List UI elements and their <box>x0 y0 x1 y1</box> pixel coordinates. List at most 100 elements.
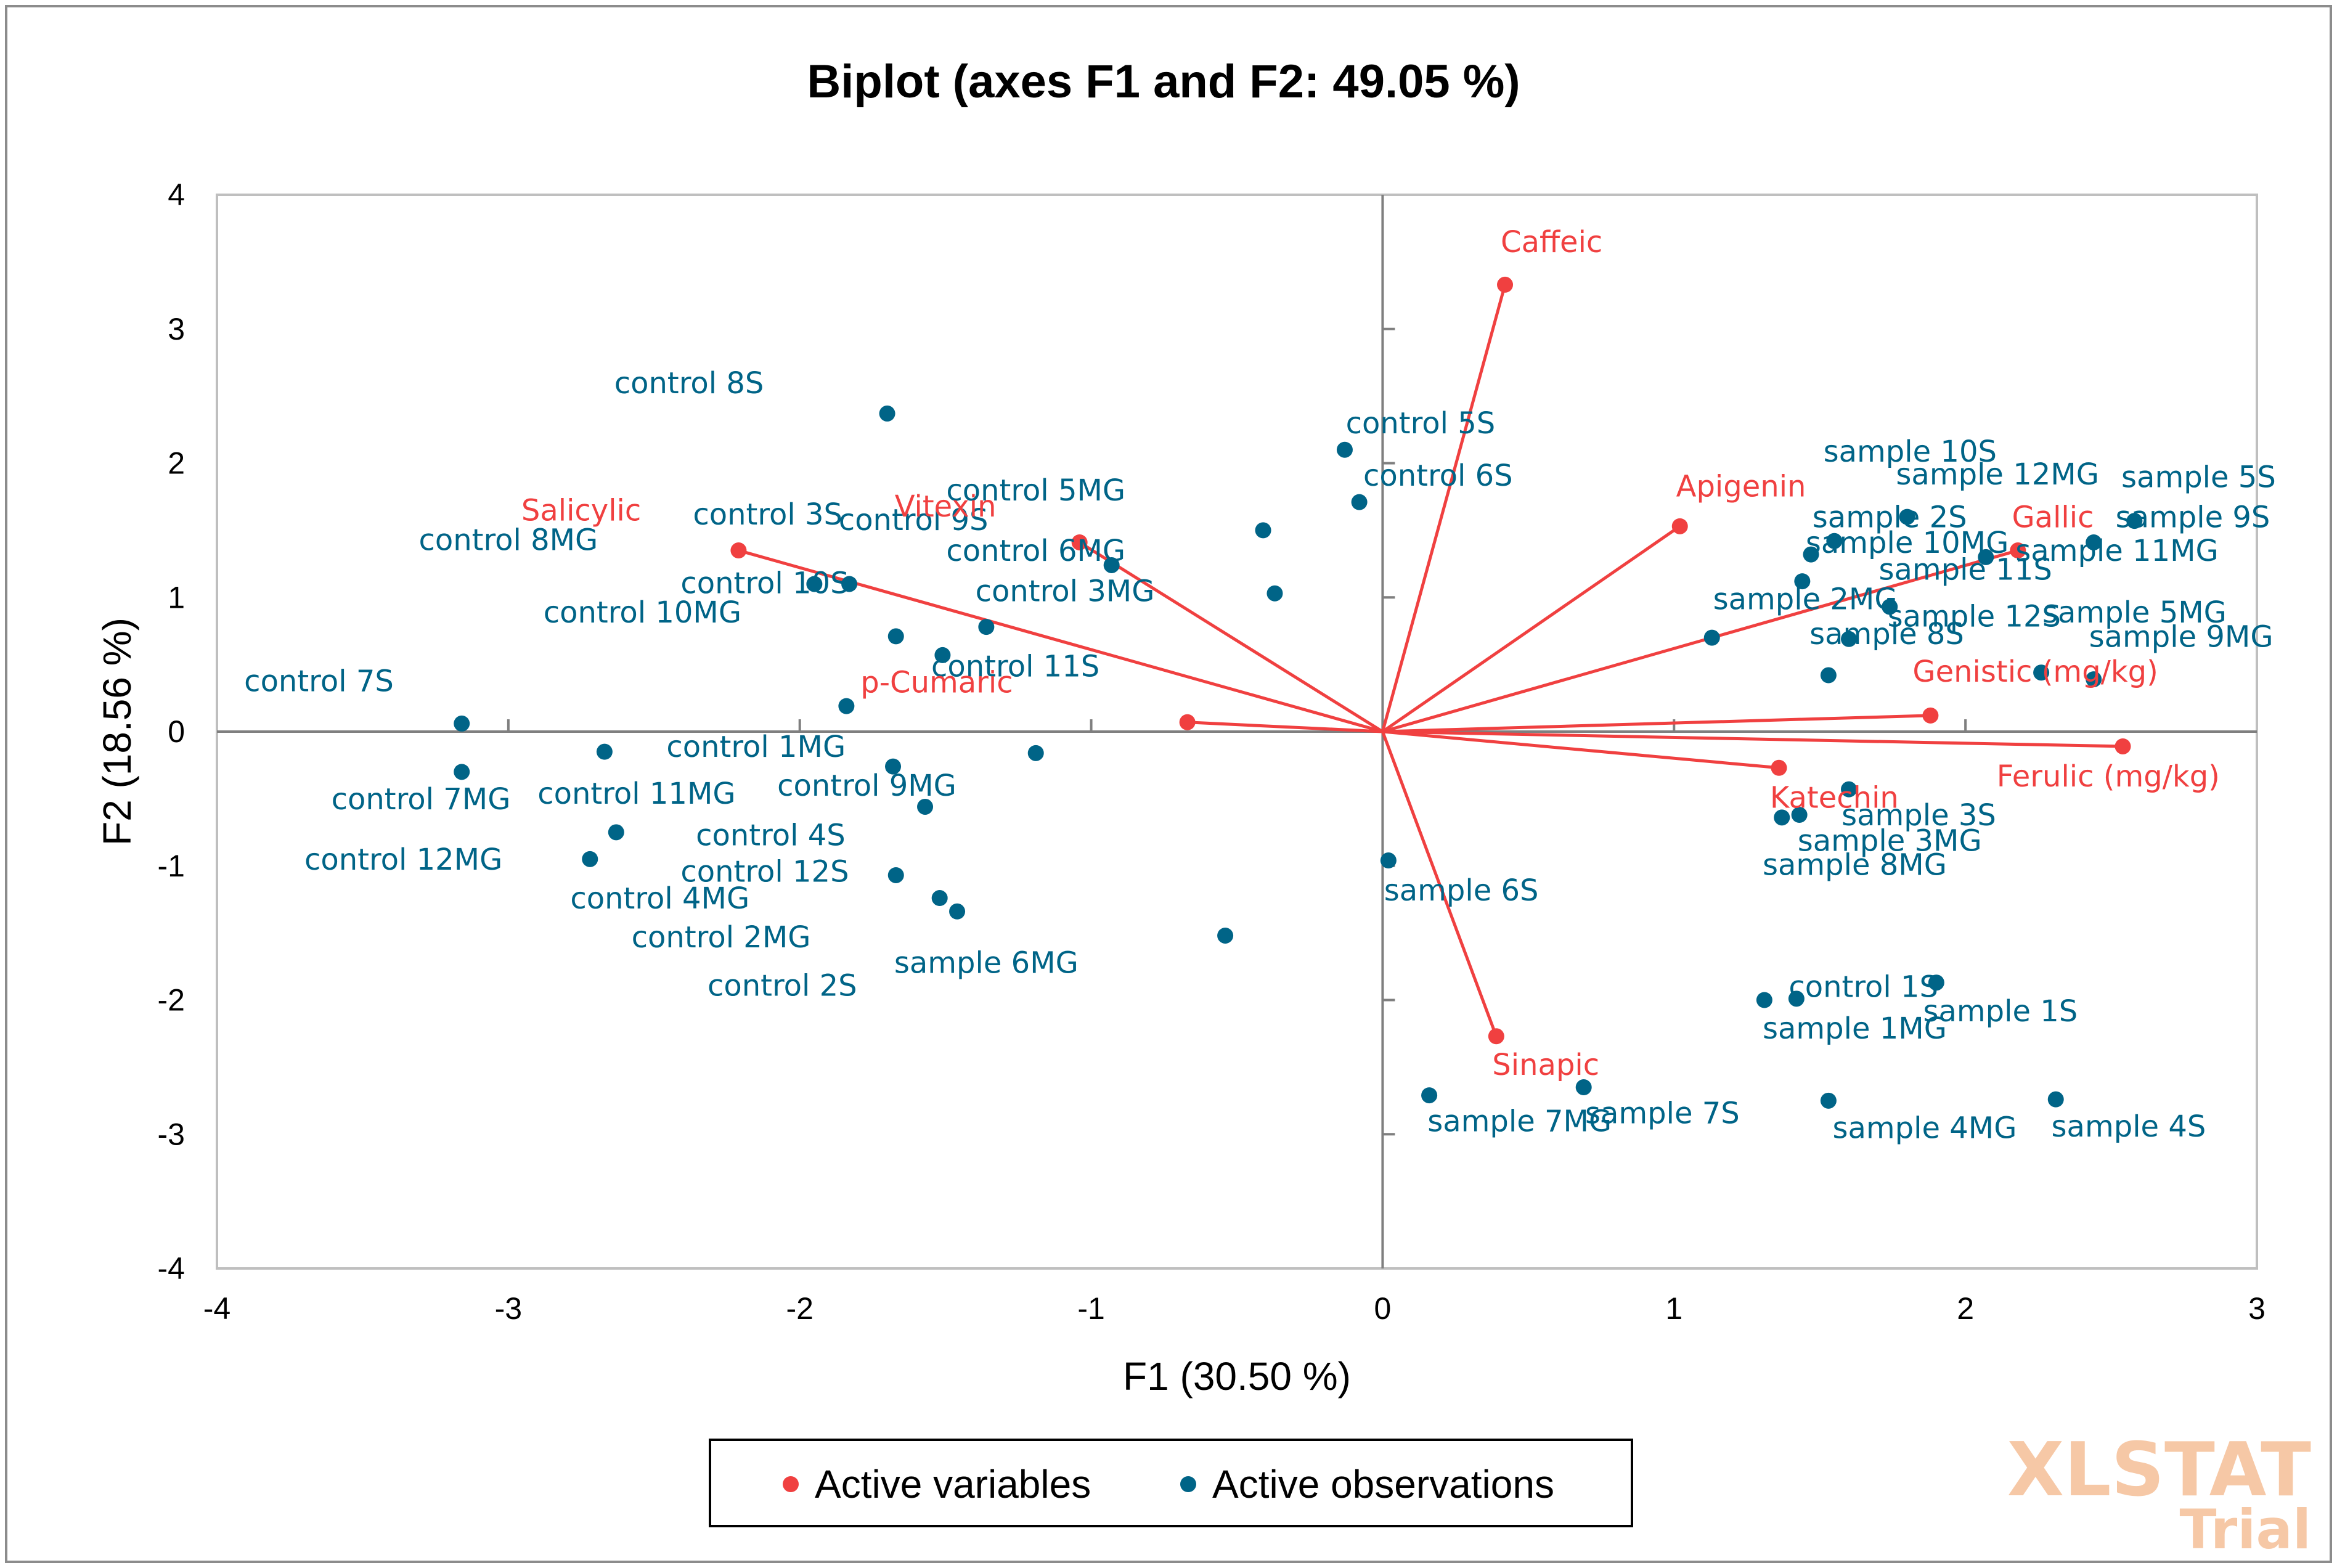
observation-point-control-4s <box>917 798 934 815</box>
variable-point-sinapic <box>1488 1028 1504 1045</box>
observation-point-sample-9mg <box>2086 671 2102 688</box>
observation-point-sample-12mg <box>1826 533 1843 549</box>
observation-label-control-7s: control 7S <box>244 664 394 698</box>
observation-point-control-1s <box>1928 974 1944 991</box>
observation-label-control-4s: control 4S <box>696 819 846 853</box>
observation-point-sample-3mg <box>1791 807 1808 823</box>
observation-label-sample-5mg: sample 5MG <box>2042 595 2227 630</box>
observation-point-control-3mg <box>978 619 995 635</box>
observation-point-control-9s <box>1255 522 1271 539</box>
observation-point-sample-1mg <box>1756 992 1772 1008</box>
observation-label-sample-10s: sample 10S <box>1824 435 1997 469</box>
observation-point-sample-8s <box>1820 667 1837 684</box>
xlstat-trial-watermark: XLSTAT Trial <box>2007 1427 2312 1561</box>
observation-point-control-7mg <box>454 764 470 780</box>
observation-label-control-6s: control 6S <box>1363 459 1513 493</box>
x-axis-label: F1 (30.50 %) <box>1123 1354 1351 1399</box>
y-tick-label: -3 <box>158 1117 185 1151</box>
observation-point-control-8mg <box>841 576 858 592</box>
variable-label-katechin: Katechin <box>1770 781 1899 815</box>
observation-point-sample-5s <box>2126 513 2143 529</box>
observation-point-sample-4s <box>2047 1091 2064 1108</box>
variable-point-salicylic <box>730 542 747 559</box>
observation-label-sample-2mg: sample 2MG <box>1713 582 1898 616</box>
observation-point-control-12s <box>887 867 904 883</box>
variable-vector-gallic <box>1382 549 2018 733</box>
x-tick-label: -2 <box>786 1291 813 1326</box>
observation-label-sample-5s: sample 5S <box>2121 460 2276 494</box>
legend-label-observations: Active observations <box>1212 1462 1554 1506</box>
observation-point-sample-7mg <box>1421 1087 1438 1104</box>
observation-point-control-10s <box>887 628 904 645</box>
observation-label-control-1mg: control 1MG <box>666 730 846 764</box>
chart-title: Biplot (axes F1 and F2: 49.05 %) <box>807 55 1520 108</box>
observation-label-control-3mg: control 3MG <box>976 574 1155 608</box>
observation-points <box>454 276 2143 1109</box>
variable-point-katechin <box>1771 759 1787 776</box>
x-tick-label: -4 <box>203 1291 230 1326</box>
observation-point-sample-9s <box>2086 534 2102 550</box>
legend-marker-variables <box>783 1476 799 1492</box>
legend-label-variables: Active variables <box>815 1462 1091 1506</box>
observation-label-control-12mg: control 12MG <box>304 843 502 877</box>
observation-point-sample-7s <box>1575 1079 1592 1096</box>
x-tick-label: 1 <box>1665 1291 1682 1326</box>
observation-point-control-4mg <box>931 890 948 907</box>
y-tick-label: 3 <box>168 312 185 346</box>
observation-label-sample-6s: sample 6S <box>1384 873 1539 908</box>
observation-point-sample-5mg <box>2033 664 2050 681</box>
variable-label-genistic-mg-kg: Genistic (mg/kg) <box>1912 655 2158 689</box>
variable-label-gallic: Gallic <box>2012 500 2094 535</box>
observation-point-control-8s <box>879 405 895 422</box>
observation-point-control-10mg <box>934 647 951 663</box>
observation-point-sample-4mg <box>1820 1092 1837 1109</box>
tick-labels: -4 -3 -2 -1 0 1 2 3 -4 -3 -2 -1 0 1 2 3 4 <box>158 178 2266 1326</box>
observation-label-sample-8mg: sample 8MG <box>1763 848 1947 883</box>
observation-label-control-10s: control 10S <box>680 566 849 600</box>
observation-point-control-5s <box>1336 441 1353 458</box>
variable-label-ferulic-mg-kg: Ferulic (mg/kg) <box>1997 759 2220 794</box>
observation-point-control-7s <box>454 715 470 732</box>
y-tick-label: -4 <box>158 1251 185 1286</box>
y-tick-label: -1 <box>158 849 185 883</box>
y-tick-label: 2 <box>168 446 185 481</box>
legend-marker-observations <box>1180 1476 1196 1492</box>
observation-point-sample-11s <box>1794 573 1811 590</box>
observation-label-control-9mg: control 9MG <box>777 769 956 803</box>
observation-label-sample-1s: sample 1S <box>1923 994 2078 1029</box>
variable-label-caffeic: Caffeic <box>1501 225 1602 259</box>
watermark-xlstat: XLSTAT <box>2007 1427 2312 1513</box>
variable-vectors <box>738 284 2123 1037</box>
observation-point-control-11s <box>838 698 855 714</box>
variable-point-gallic <box>2010 542 2026 559</box>
observation-point-control-1mg <box>596 743 613 760</box>
observation-label-sample-8s: sample 8S <box>1809 617 1964 651</box>
observation-label-sample-3mg: sample 3MG <box>1798 823 1982 858</box>
variable-label-salicylic: Salicylic <box>521 494 641 528</box>
variable-vector-vitexin <box>1079 541 1384 733</box>
x-tick-label: 2 <box>1957 1291 1974 1326</box>
observation-point-control-6mg <box>1266 585 1283 602</box>
observation-label-control-5s: control 5S <box>1346 406 1496 441</box>
observation-label-control-2s: control 2S <box>708 969 857 1003</box>
observation-point-sample-2mg <box>1882 598 1898 615</box>
observation-label-sample-9mg: sample 9MG <box>2089 619 2274 654</box>
variable-label-sinapic: Sinapic <box>1492 1048 1599 1082</box>
observation-label-sample-9s: sample 9S <box>2116 500 2270 535</box>
variable-vector-p-cumaric <box>1187 721 1383 733</box>
observation-label-sample-11mg: sample 11MG <box>2015 534 2218 568</box>
observation-point-sample-6mg <box>1217 927 1234 944</box>
observation-label-control-11mg: control 11MG <box>537 777 735 811</box>
variable-point-ferulic-mg-kg <box>2115 738 2131 754</box>
observation-point-control-6s <box>1351 494 1368 510</box>
variable-point-genistic-mg-kg <box>1922 707 1939 724</box>
observation-point-sample-12s <box>1841 631 1857 647</box>
observation-label-control-7mg: control 7MG <box>332 782 511 817</box>
legend-box <box>709 1439 1633 1527</box>
observation-point-control-5mg <box>1103 557 1120 573</box>
observation-label-sample-12mg: sample 12MG <box>1896 457 2098 492</box>
observation-label-sample-2s: sample 2S <box>1813 500 1967 535</box>
variable-vector-sinapic <box>1381 731 1498 1037</box>
